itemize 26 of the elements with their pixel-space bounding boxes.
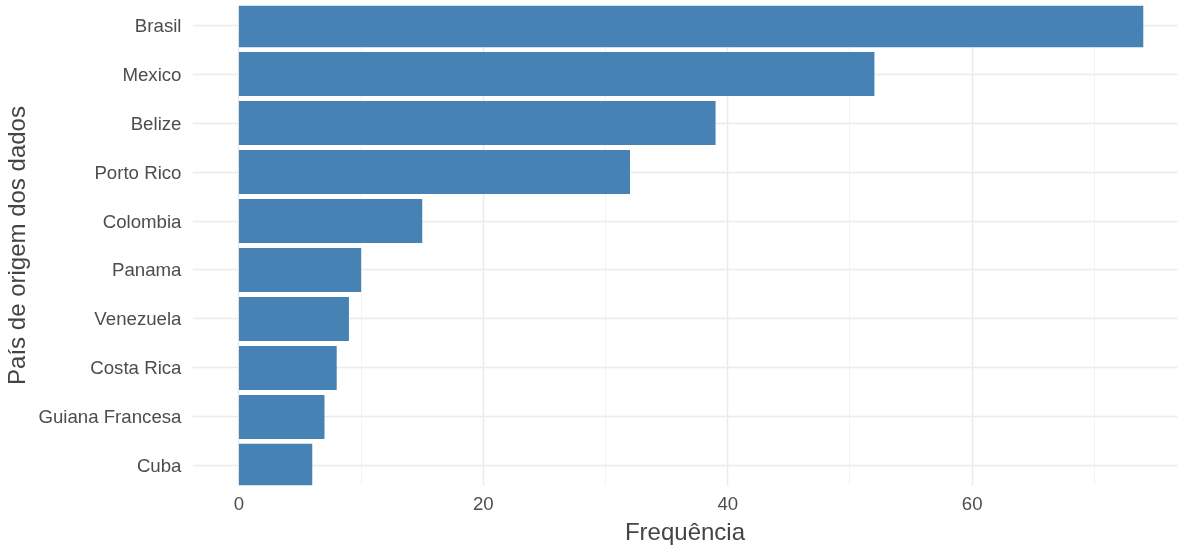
x-tick-label: 40 — [717, 492, 739, 514]
y-axis-title: País de origem dos dados — [3, 106, 31, 385]
bar — [238, 5, 1144, 48]
bar — [238, 149, 631, 195]
y-tick-label: Porto Rico — [94, 161, 182, 183]
x-tick-label: 0 — [233, 492, 245, 514]
x-axis-title: Frequência — [624, 517, 746, 545]
x-tick-label: 60 — [961, 492, 983, 514]
y-tick-label: Guiana Francesa — [38, 406, 183, 428]
y-tick-label: Costa Rica — [90, 357, 183, 379]
y-tick-label: Venezuela — [94, 308, 183, 330]
y-tick-label: Colombia — [102, 210, 183, 232]
bar — [238, 443, 313, 486]
bar — [238, 101, 716, 146]
bar — [238, 247, 362, 293]
bar — [238, 296, 349, 342]
y-tick-label: Panama — [112, 259, 183, 281]
y-tick-label: Mexico — [122, 63, 182, 85]
bar — [238, 394, 325, 439]
bar — [238, 198, 423, 244]
bar — [238, 52, 875, 97]
bar — [238, 345, 337, 390]
x-tick-label: 20 — [472, 492, 494, 514]
y-tick-label: Cuba — [136, 455, 183, 477]
y-tick-label: Belize — [130, 112, 182, 134]
y-tick-label: Brasil — [134, 14, 182, 36]
